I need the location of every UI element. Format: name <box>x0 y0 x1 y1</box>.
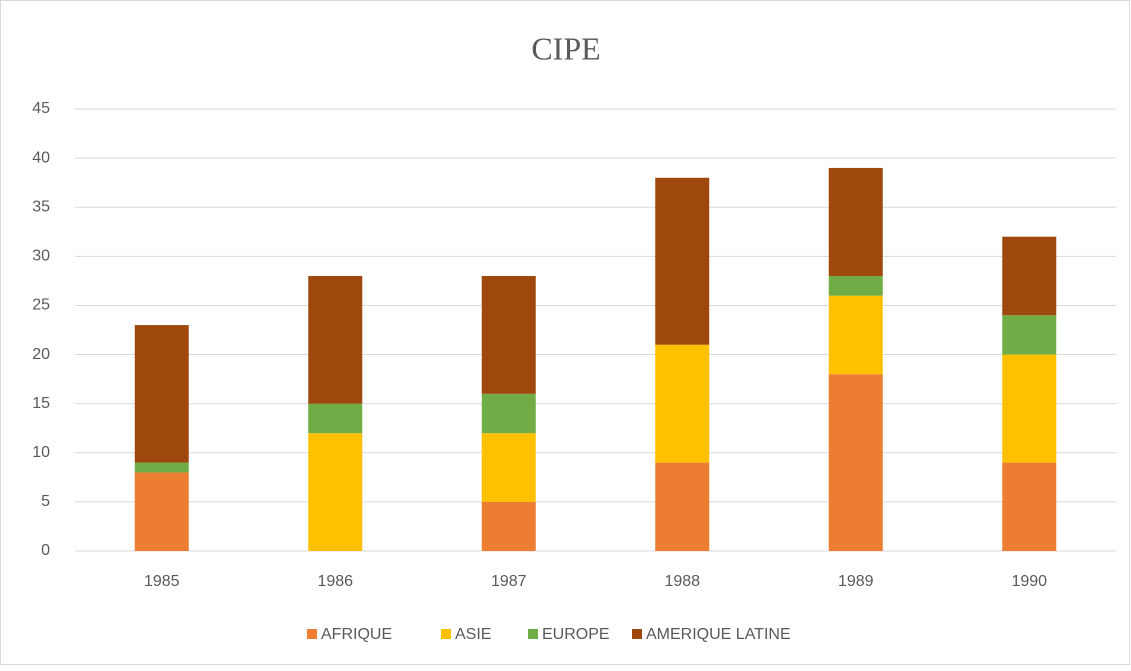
bar-segment <box>828 167 883 276</box>
y-tick-label: 5 <box>41 493 50 510</box>
chart-title: CIPE <box>531 30 600 66</box>
bar-segment <box>308 433 363 551</box>
bar-segment <box>1002 462 1057 551</box>
bar-segment <box>481 393 536 434</box>
bar-segment <box>1002 315 1057 355</box>
legend-label: AMERIQUE LATINE <box>646 626 791 643</box>
y-tick-label: 20 <box>32 346 50 363</box>
legend-label: EUROPE <box>542 626 610 643</box>
bar-segment <box>481 433 536 502</box>
bar-segment <box>134 462 189 473</box>
y-tick-label: 25 <box>32 297 50 314</box>
x-tick-label: 1985 <box>144 573 180 590</box>
bar-segment <box>308 275 363 404</box>
y-tick-label: 30 <box>32 248 50 265</box>
legend-label: AFRIQUE <box>321 626 392 643</box>
y-tick-label: 45 <box>32 100 50 117</box>
bar-segment <box>655 462 710 551</box>
bar-segment <box>1002 236 1057 316</box>
bar-segment <box>481 501 536 551</box>
y-tick-label: 0 <box>41 542 50 559</box>
bar-segment <box>308 403 363 434</box>
bar-segment <box>655 344 710 463</box>
legend-swatch <box>441 629 451 639</box>
y-tick-label: 15 <box>32 395 50 412</box>
bar-segment <box>1002 354 1057 463</box>
x-tick-label: 1987 <box>491 573 527 590</box>
y-tick-label: 40 <box>32 149 50 166</box>
legend-swatch <box>632 629 642 639</box>
x-tick-label: 1986 <box>317 573 353 590</box>
y-tick-label: 10 <box>32 444 50 461</box>
bar-segment <box>134 325 189 463</box>
y-tick-label: 35 <box>32 198 50 215</box>
x-tick-label: 1990 <box>1011 573 1047 590</box>
legend-swatch <box>307 629 317 639</box>
x-tick-label: 1988 <box>664 573 700 590</box>
bar-segment <box>134 472 189 551</box>
bar-segment <box>828 275 883 296</box>
bar-segment <box>828 374 883 551</box>
bar-segment <box>828 295 883 375</box>
legend-swatch <box>528 629 538 639</box>
bar-segment <box>655 177 710 345</box>
x-tick-label: 1989 <box>838 573 874 590</box>
legend-label: ASIE <box>455 626 491 643</box>
bar-segment <box>481 275 536 394</box>
